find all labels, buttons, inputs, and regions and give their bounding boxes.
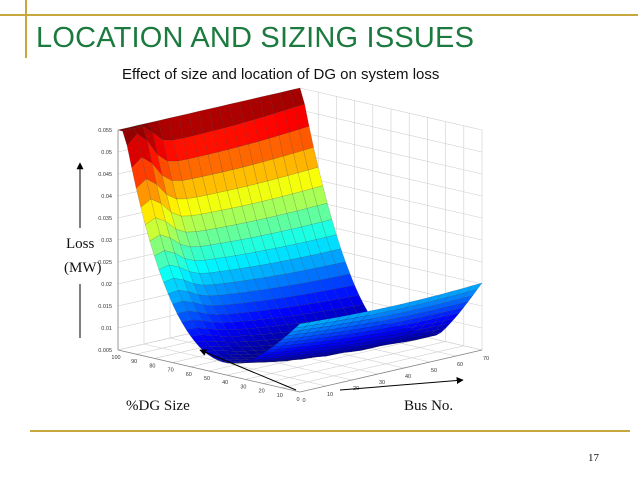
- x-tick-label: 90: [131, 359, 137, 365]
- x-axis-label-dg-size: %DG Size: [126, 398, 190, 414]
- tick-labels: 0.005 0.01 0.015 0.02 0.025 0.03 0.035 0.04 0.04…: [98, 128, 489, 404]
- back-wall-gridline: [299, 175, 483, 219]
- bus-no-arrow: [339, 377, 464, 391]
- axis-label-bus-no: Bus No.: [404, 398, 454, 414]
- slide-title: LOCATION AND SIZING ISSUES: [36, 22, 475, 54]
- z-tick-label: 0.01: [101, 326, 112, 332]
- y-axis-label-unit: (MW): [64, 260, 102, 276]
- floor-gridline: [281, 345, 464, 389]
- x-tick-label: 40: [222, 380, 228, 386]
- left-accent-bar: [25, 0, 27, 58]
- x-axis-line: [117, 349, 301, 393]
- y-axis-line: [299, 349, 483, 393]
- back-wall-gridline: [299, 197, 483, 241]
- y-axis-label-loss: Loss: [66, 236, 95, 252]
- y-tick-label: 10: [327, 392, 333, 398]
- x-tick-label: 50: [204, 376, 210, 382]
- top-rule: [0, 14, 638, 16]
- x-tick-label: 80: [149, 363, 155, 369]
- z-tick-label: 0.04: [101, 194, 112, 200]
- z-tick-label: 0.05: [101, 150, 112, 156]
- z-tick-label: 0.055: [98, 128, 112, 134]
- x-tick-label: 30: [240, 384, 246, 390]
- y-tick-label: 30: [379, 380, 385, 386]
- page-number: 17: [588, 452, 599, 464]
- y-tick-label: 60: [457, 362, 463, 368]
- floor-gridline: [263, 341, 446, 384]
- chart-title: Effect of size and location of DG on sys…: [122, 66, 440, 83]
- y-tick-label: 70: [483, 356, 489, 362]
- z-tick-label: 0.045: [98, 172, 112, 178]
- surface-patch: [294, 321, 311, 329]
- dg-size-arrow: [199, 349, 297, 391]
- bottom-rule: [30, 430, 630, 432]
- z-tick-label: 0.035: [98, 216, 112, 222]
- back-wall-gridline: [299, 153, 483, 197]
- x-tick-label: 70: [168, 368, 174, 374]
- x-tick-label: 0: [296, 397, 299, 403]
- x-tick-label: 60: [186, 372, 192, 378]
- z-tick-label: 0.03: [101, 238, 112, 244]
- floor-gridline: [245, 337, 428, 380]
- z-tick-label: 0.02: [101, 282, 112, 288]
- x-tick-label: 20: [259, 389, 265, 395]
- loss-surface: [117, 87, 483, 364]
- z-tick-label: 0.005: [98, 348, 112, 354]
- axis-arrows: [76, 162, 464, 391]
- x-tick-label: 10: [277, 393, 283, 399]
- back-wall-gridline: [299, 109, 483, 153]
- z-tick-label: 0.015: [98, 304, 112, 310]
- z-tick-label: 0.025: [98, 260, 112, 266]
- y-tick-label: 50: [431, 368, 437, 374]
- x-tick-label: 100: [111, 355, 120, 361]
- y-tick-label: 40: [405, 374, 411, 380]
- y-tick-label: 0: [302, 398, 305, 404]
- back-wall-gridline: [299, 131, 483, 175]
- back-wall-gridline: [299, 87, 483, 131]
